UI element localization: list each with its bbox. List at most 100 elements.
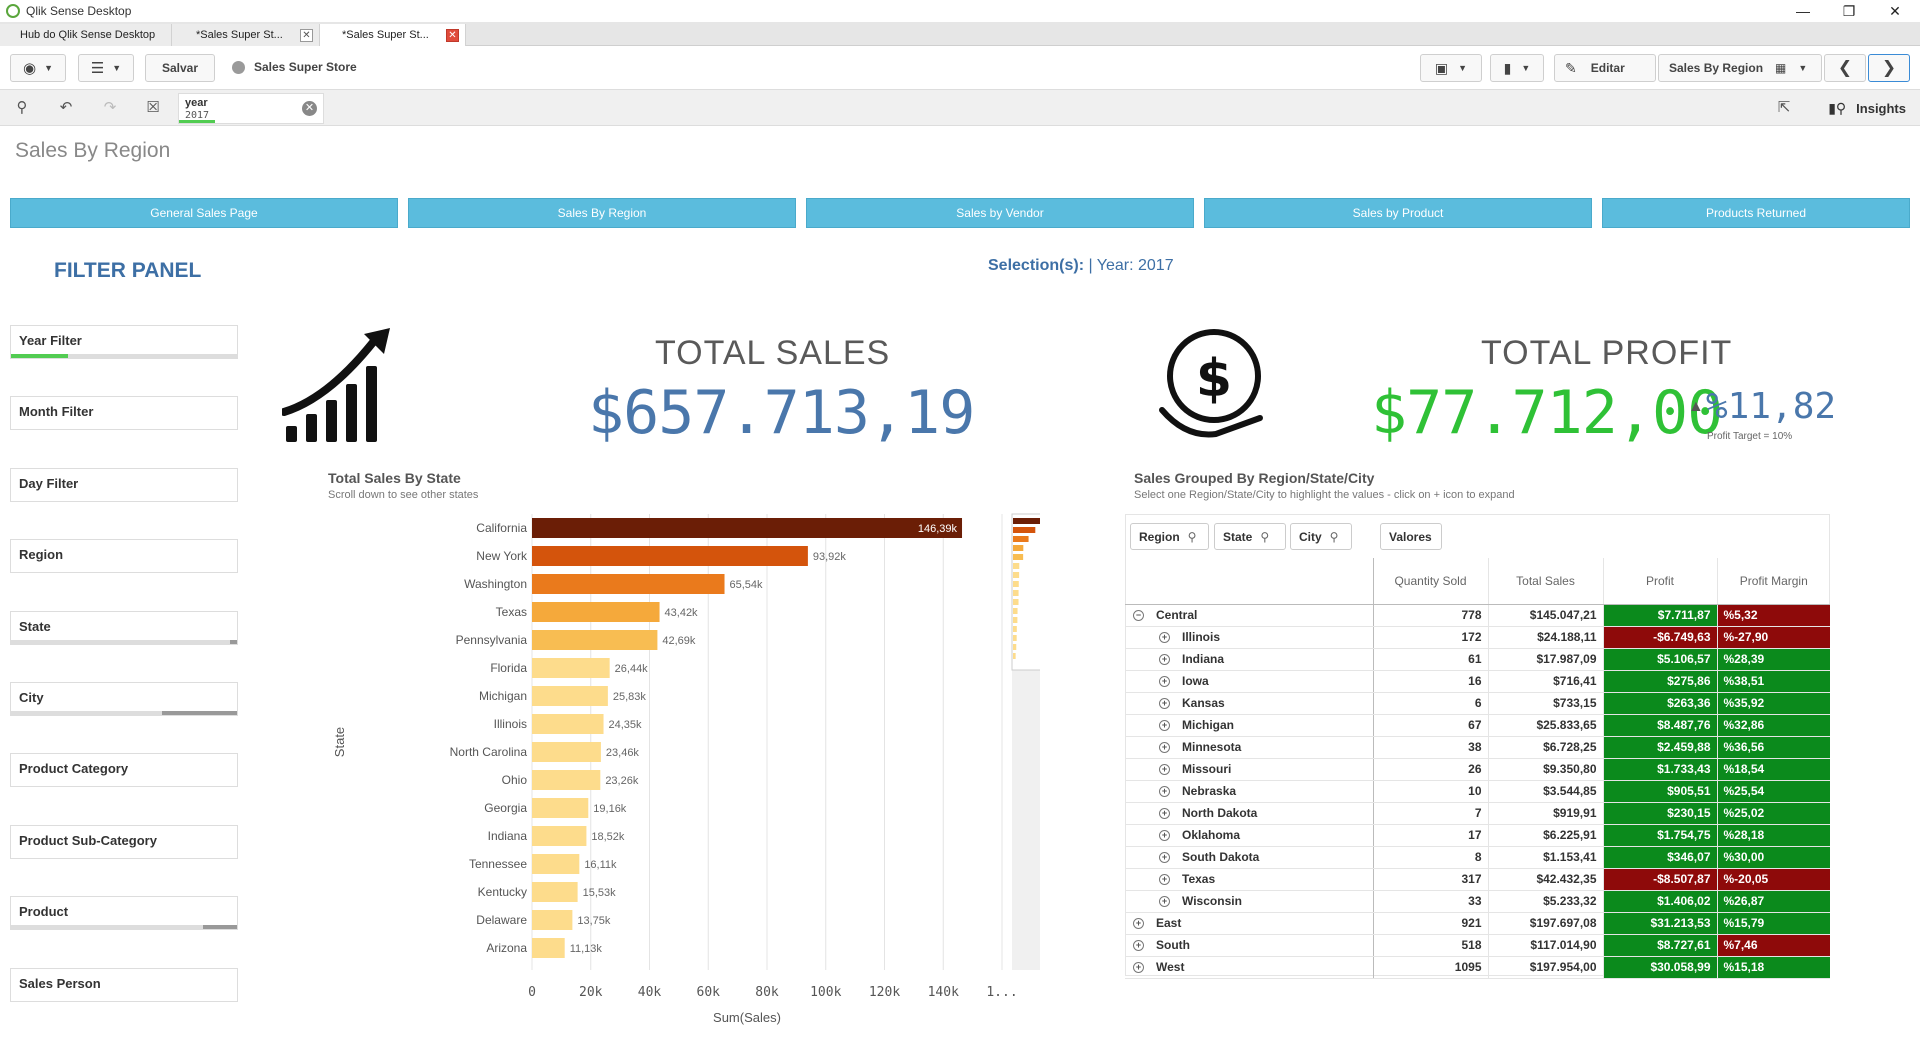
- nav-products-returned-button[interactable]: Products Returned: [1602, 198, 1910, 228]
- next-sheet-button[interactable]: ❯: [1868, 54, 1910, 82]
- save-button[interactable]: Salvar: [145, 54, 215, 82]
- bar[interactable]: [532, 686, 608, 706]
- bar[interactable]: [532, 574, 725, 594]
- bar[interactable]: [532, 602, 660, 622]
- bookmarks-button[interactable]: ▮ ▼: [1490, 54, 1544, 82]
- table-row[interactable]: − Central 778 $145.047,21 $7.711,87 %5,32: [1125, 604, 1830, 627]
- close-icon[interactable]: ✕: [300, 29, 313, 42]
- insights-button[interactable]: ▮⚲ Insights: [1828, 100, 1906, 117]
- expand-icon[interactable]: +: [1159, 632, 1170, 644]
- expand-icon[interactable]: +: [1159, 874, 1170, 886]
- tab-sales-super-store-1[interactable]: *Sales Super St... ✕: [172, 24, 320, 46]
- filter-product[interactable]: Product: [10, 896, 238, 930]
- filter-year-filter[interactable]: Year Filter: [10, 325, 238, 359]
- bar[interactable]: [532, 854, 580, 874]
- selections-tool-icon[interactable]: ⇱: [1777, 99, 1791, 116]
- bar[interactable]: [532, 798, 589, 818]
- bar[interactable]: [532, 546, 808, 566]
- row-dimension[interactable]: + West: [1125, 956, 1374, 979]
- table-row[interactable]: + Minnesota 38 $6.728,25 $2.459,88 %36,56: [1125, 736, 1830, 759]
- filter-state[interactable]: State: [10, 611, 238, 645]
- table-row[interactable]: + Illinois 172 $24.188,11 -$6.749,63 %-27,90: [1125, 626, 1830, 649]
- column-header[interactable]: Profit: [1603, 558, 1718, 605]
- expand-icon[interactable]: +: [1159, 830, 1170, 842]
- table-row[interactable]: + Oklahoma 17 $6.225,91 $1.754,75 %28,18: [1125, 824, 1830, 847]
- table-row[interactable]: + Wisconsin 33 $5.233,32 $1.406,02 %26,87: [1125, 890, 1830, 913]
- expand-icon[interactable]: +: [1159, 808, 1170, 820]
- step-forward-icon[interactable]: ↷: [103, 99, 117, 116]
- global-menu-button[interactable]: ☰ ▼: [78, 54, 134, 82]
- clear-all-icon[interactable]: ☒: [146, 99, 160, 116]
- column-header[interactable]: Quantity Sold: [1373, 558, 1489, 605]
- table-row[interactable]: + Iowa 16 $716,41 $275,86 %38,51: [1125, 670, 1830, 693]
- expand-icon[interactable]: +: [1159, 720, 1170, 732]
- table-row[interactable]: + Missouri 26 $9.350,80 $1.733,43 %18,54: [1125, 758, 1830, 781]
- row-dimension[interactable]: − Central: [1125, 604, 1374, 627]
- previous-sheet-button[interactable]: ❮: [1824, 54, 1866, 82]
- row-dimension[interactable]: + Wisconsin: [1125, 890, 1374, 913]
- close-window-button[interactable]: ✕: [1889, 2, 1901, 19]
- region-search-button[interactable]: Region ⚲: [1130, 523, 1209, 550]
- tab-hub[interactable]: Hub do Qlik Sense Desktop: [0, 24, 172, 46]
- row-dimension[interactable]: + South Dakota: [1125, 846, 1374, 869]
- table-row[interactable]: + Texas 317 $42.432,35 -$8.507,87 %-20,05: [1125, 868, 1830, 891]
- filter-product-category[interactable]: Product Category: [10, 753, 238, 787]
- table-row[interactable]: + North Dakota 7 $919,91 $230,15 %25,02: [1125, 802, 1830, 825]
- filter-city[interactable]: City: [10, 682, 238, 716]
- expand-icon[interactable]: +: [1159, 698, 1170, 710]
- bar[interactable]: [532, 770, 601, 790]
- table-row[interactable]: + East 921 $197.697,08 $31.213,53 %15,79: [1125, 912, 1830, 935]
- values-button[interactable]: Valores: [1380, 523, 1442, 550]
- row-dimension[interactable]: + Minnesota: [1125, 736, 1374, 759]
- clear-selection-icon[interactable]: ✕: [302, 101, 317, 116]
- navigation-menu-button[interactable]: ◉ ▼: [10, 54, 66, 82]
- row-dimension[interactable]: + Texas: [1125, 868, 1374, 891]
- expand-icon[interactable]: +: [1133, 918, 1144, 930]
- column-header[interactable]: Profit Margin: [1717, 558, 1830, 605]
- state-search-button[interactable]: State ⚲: [1214, 523, 1286, 550]
- row-dimension[interactable]: + Iowa: [1125, 670, 1374, 693]
- row-dimension[interactable]: + Indiana: [1125, 648, 1374, 671]
- row-dimension[interactable]: + Missouri: [1125, 758, 1374, 781]
- filter-day-filter[interactable]: Day Filter: [10, 468, 238, 502]
- filter-month-filter[interactable]: Month Filter: [10, 396, 238, 430]
- row-dimension[interactable]: + Illinois: [1125, 626, 1374, 649]
- bar[interactable]: [532, 658, 610, 678]
- tab-sales-super-store-2[interactable]: *Sales Super St... ✕: [320, 24, 466, 46]
- row-dimension[interactable]: + Michigan: [1125, 714, 1374, 737]
- bar[interactable]: [532, 826, 587, 846]
- expand-icon[interactable]: +: [1159, 654, 1170, 666]
- nav-sales-by-product-button[interactable]: Sales by Product: [1204, 198, 1592, 228]
- expand-icon[interactable]: +: [1133, 940, 1144, 952]
- expand-icon[interactable]: +: [1159, 764, 1170, 776]
- expand-icon[interactable]: +: [1159, 896, 1170, 908]
- sheet-selector[interactable]: Sales By Region ▦ ▼: [1658, 54, 1822, 82]
- smart-search-icon[interactable]: ⚲: [16, 99, 28, 116]
- filter-region[interactable]: Region: [10, 539, 238, 573]
- expand-icon[interactable]: +: [1133, 962, 1144, 974]
- column-header[interactable]: Total Sales: [1488, 558, 1604, 605]
- bar[interactable]: [532, 938, 565, 958]
- bar[interactable]: [532, 630, 658, 650]
- city-search-button[interactable]: City ⚲: [1290, 523, 1352, 550]
- nav-sales-by-region-button[interactable]: Sales By Region: [408, 198, 796, 228]
- bar[interactable]: [532, 742, 601, 762]
- expand-icon[interactable]: +: [1159, 742, 1170, 754]
- row-dimension[interactable]: + Kansas: [1125, 692, 1374, 715]
- expand-icon[interactable]: +: [1159, 852, 1170, 864]
- edit-button[interactable]: ✎ Editar: [1554, 54, 1656, 82]
- story-button[interactable]: ▣ ▼: [1420, 54, 1482, 82]
- bar[interactable]: [532, 518, 963, 538]
- restore-button[interactable]: ❐: [1842, 2, 1856, 19]
- close-icon[interactable]: ✕: [446, 29, 459, 42]
- row-dimension[interactable]: + East: [1125, 912, 1374, 935]
- filter-sales-person[interactable]: Sales Person: [10, 968, 238, 1002]
- row-dimension[interactable]: + Oklahoma: [1125, 824, 1374, 847]
- selection-chip-year[interactable]: year 2017 ✕: [178, 93, 324, 124]
- sales-by-state-chart[interactable]: 0 20k 40k 60k 80k 100k 120k 140k 1... California 1…: [320, 510, 1040, 1030]
- bar[interactable]: [532, 882, 578, 902]
- collapse-icon[interactable]: −: [1133, 610, 1144, 622]
- expand-icon[interactable]: +: [1159, 786, 1170, 798]
- table-row[interactable]: + Nebraska 10 $3.544,85 $905,51 %25,54: [1125, 780, 1830, 803]
- expand-icon[interactable]: +: [1159, 676, 1170, 688]
